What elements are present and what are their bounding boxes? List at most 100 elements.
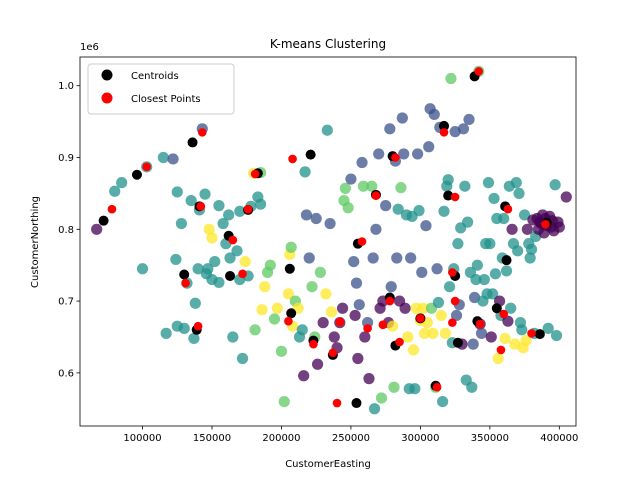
customer-point — [342, 202, 354, 214]
customer-point — [524, 252, 536, 264]
customer-point — [560, 191, 572, 203]
customer-point — [549, 179, 561, 191]
customer-point — [413, 205, 425, 217]
customer-point — [357, 180, 370, 192]
closest-point — [363, 324, 372, 333]
customer-point — [353, 299, 365, 311]
customer-point — [167, 153, 179, 165]
customer-point — [320, 288, 332, 300]
customer-point — [417, 302, 429, 314]
customer-point — [502, 315, 514, 327]
customer-point — [136, 263, 149, 275]
x-tick-label: 250000 — [332, 433, 370, 444]
customer-point — [489, 268, 502, 280]
centroid-point — [443, 190, 454, 201]
customer-point — [116, 177, 128, 189]
centroid-point — [284, 263, 295, 274]
customer-point — [339, 182, 351, 194]
closest-point — [332, 398, 342, 408]
customer-point — [505, 302, 517, 314]
customer-point — [391, 252, 403, 264]
customer-point — [370, 223, 382, 235]
x-tick-label: 350000 — [471, 433, 509, 444]
legend-closest-points-label: Closest Points — [131, 94, 201, 105]
customer-point — [206, 232, 218, 244]
customer-point — [521, 223, 533, 235]
customer-point — [299, 166, 311, 178]
customer-point — [192, 263, 204, 275]
customer-point — [492, 352, 504, 365]
customer-point — [439, 327, 452, 339]
x-tick-label: 300000 — [401, 433, 439, 444]
legend-centroids-label: Centroids — [131, 71, 179, 82]
centroid-point — [491, 303, 502, 314]
customer-point — [385, 281, 397, 293]
customer-point — [366, 180, 378, 192]
closest-point — [527, 329, 536, 338]
closest-point — [357, 237, 367, 246]
closest-point — [450, 296, 460, 306]
customer-point — [506, 223, 518, 235]
centroid-point — [187, 137, 198, 148]
customer-point — [437, 395, 449, 408]
centroid-point — [351, 398, 362, 409]
customer-point — [255, 198, 267, 210]
customer-point — [199, 188, 211, 200]
closest-point — [371, 191, 381, 200]
closest-point — [448, 318, 457, 327]
customer-point — [498, 212, 510, 225]
closest-point — [503, 204, 513, 214]
customer-point — [475, 327, 488, 339]
customer-point — [445, 72, 457, 85]
x-axis-label: CustomerEasting — [285, 459, 371, 470]
customer-point — [367, 252, 379, 264]
customer-point — [363, 373, 375, 385]
customer-point — [373, 148, 385, 160]
customer-point — [428, 108, 440, 121]
customer-point — [470, 273, 482, 286]
customer-point — [484, 238, 496, 250]
customer-point — [427, 327, 439, 339]
closest-point — [250, 169, 260, 179]
customer-point — [467, 338, 479, 350]
customer-point — [249, 324, 261, 336]
customer-point — [399, 302, 411, 314]
customer-point — [510, 177, 522, 189]
customer-point — [213, 276, 225, 289]
customer-point — [350, 277, 363, 289]
customer-point — [328, 331, 340, 343]
closest-point — [228, 235, 238, 245]
y-offset-label: 1e6 — [80, 42, 99, 53]
customer-point — [396, 112, 408, 124]
x-tick-label: 200000 — [262, 433, 300, 444]
closest-point — [432, 382, 442, 392]
customer-point — [387, 320, 399, 332]
customer-point — [345, 173, 357, 185]
closest-point — [448, 268, 457, 277]
customer-point — [271, 302, 283, 314]
customer-point — [488, 192, 500, 205]
legend-centroids-marker — [101, 69, 113, 81]
customer-point — [109, 185, 121, 197]
customer-point — [278, 395, 290, 408]
customer-point — [416, 266, 428, 278]
customer-point — [324, 217, 336, 230]
customer-point — [471, 259, 483, 271]
centroid-point — [131, 169, 142, 180]
customer-point — [478, 273, 490, 286]
customer-point — [487, 288, 499, 300]
y-tick-label: 0.6 — [58, 368, 74, 379]
customer-point — [518, 209, 531, 221]
customer-point — [170, 253, 182, 266]
closest-point — [196, 202, 206, 211]
customer-point — [412, 148, 424, 160]
y-tick-label: 0.7 — [58, 297, 74, 308]
closest-point — [496, 345, 506, 355]
closest-point — [284, 316, 293, 326]
closest-point — [499, 309, 509, 319]
customer-point — [407, 344, 420, 356]
closest-point — [181, 278, 190, 288]
customer-point — [398, 148, 410, 160]
customer-point — [431, 263, 443, 275]
customer-point — [223, 209, 235, 221]
